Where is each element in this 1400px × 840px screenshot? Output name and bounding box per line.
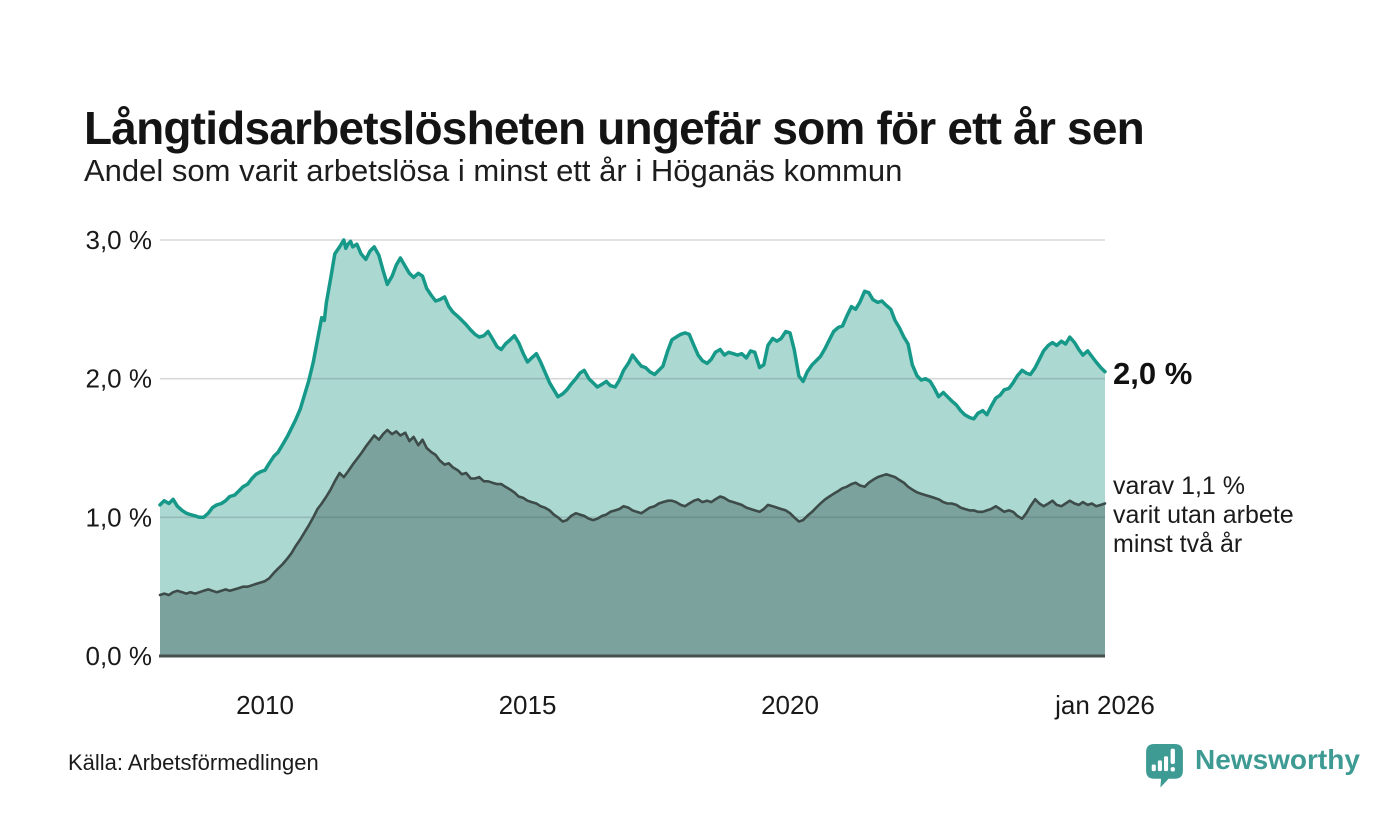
y-tick-label-0: 0,0 % <box>86 641 153 671</box>
area-minst-tva-ar <box>160 430 1105 656</box>
two-year-annotation: varav 1,1 % varit utan arbete minst två … <box>1113 472 1294 559</box>
x-tick-label-2026: jan 2026 <box>1054 690 1155 720</box>
y-tick-label-2: 2,0 % <box>86 364 153 394</box>
two-year-annotation-line-1: varav 1,1 % <box>1113 472 1246 500</box>
newsworthy-wordmark: Newsworthy <box>1195 744 1360 775</box>
newsworthy-icon <box>1146 744 1183 788</box>
source-note: Källa: Arbetsförmedlingen <box>68 750 319 775</box>
two-year-annotation-line-3: minst två år <box>1113 530 1243 558</box>
line-minst-tva-ar <box>158 428 1107 597</box>
y-tick-label-3: 3,0 % <box>86 225 153 255</box>
chart-title: Långtidsarbetslösheten ungefär som för e… <box>84 101 1145 154</box>
x-tick-label-2010: 2010 <box>236 690 294 720</box>
line-minst-ett-ar <box>158 238 1107 520</box>
newsworthy-logo: Newsworthy <box>1144 742 1360 788</box>
y-tick-label-1: 1,0 % <box>86 502 153 532</box>
latest-value-label: 2,0 % <box>1113 356 1193 391</box>
x-tick-label-2015: 2015 <box>499 690 557 720</box>
x-tick-label-2020: 2020 <box>761 690 819 720</box>
two-year-annotation-line-2: varit utan arbete <box>1113 501 1294 529</box>
chart-subtitle: Andel som varit arbetslösa i minst ett å… <box>84 153 903 188</box>
